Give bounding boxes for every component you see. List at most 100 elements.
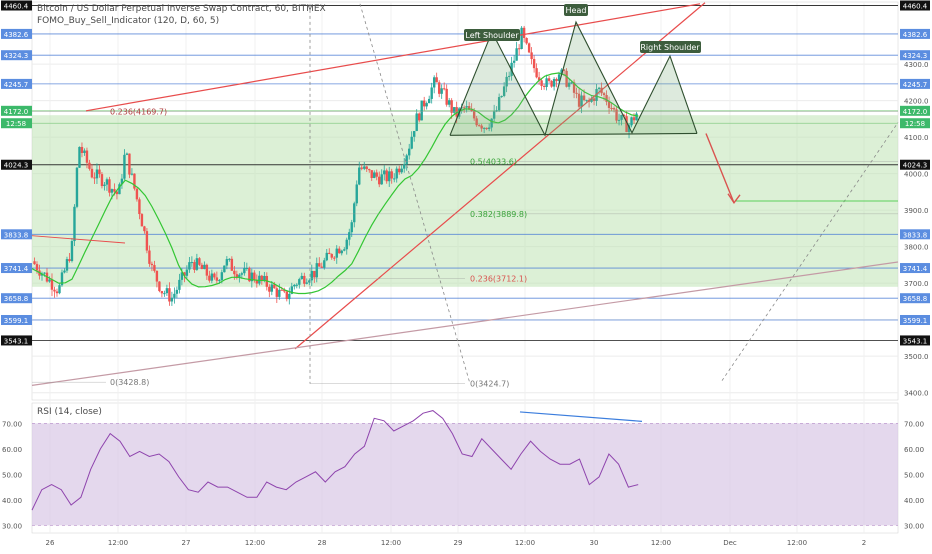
candle-body: [275, 288, 279, 297]
candle-body: [380, 174, 383, 185]
candle-body: [552, 78, 556, 87]
candle-body: [78, 146, 81, 168]
price-label-left: 4460.4: [4, 3, 29, 11]
candle-body: [585, 99, 588, 101]
price-label: 4460.4: [903, 3, 928, 11]
candle-body: [398, 168, 401, 173]
candle-body: [130, 173, 134, 175]
candle-body: [502, 86, 506, 96]
y-tick-label: 4200.0: [904, 98, 929, 106]
x-tick-label: 12:00: [108, 539, 128, 547]
candle-body: [360, 167, 363, 169]
candle-body: [238, 274, 241, 278]
candle-body: [328, 252, 331, 255]
candle-body: [572, 82, 576, 93]
candle-body: [250, 272, 254, 282]
price-label-bg: [900, 229, 930, 240]
price-label: 4024.3: [903, 162, 928, 170]
price-label: 3543.1: [903, 337, 928, 345]
candle-body: [113, 189, 116, 192]
candle-body: [350, 222, 353, 233]
candle-body: [408, 148, 411, 156]
candle-body: [532, 59, 536, 69]
candle-body: [43, 272, 46, 274]
price-label-left-bg: [1, 263, 32, 274]
candle-body: [218, 280, 221, 282]
candle-body: [395, 168, 398, 179]
price-label-left-bg: [1, 229, 32, 240]
candle-body: [203, 264, 206, 270]
drawings: [31, 2, 899, 386]
pattern-labels: Head Left Shoulder Right Shoulder: [464, 4, 701, 53]
candle-body: [55, 291, 59, 294]
candle-body: [330, 254, 333, 258]
candle-body: [358, 167, 361, 185]
candle-body: [555, 78, 558, 82]
right-shoulder-label: Right Shoulder: [640, 43, 700, 52]
x-tick-label: 30: [590, 539, 599, 547]
candle-body: [273, 284, 276, 289]
x-tick-label: Dec: [723, 539, 737, 547]
rsi-tick-label-left: 40.00: [2, 497, 22, 505]
price-label-left-bg: [1, 335, 32, 346]
indicator-label: FOMO_Buy_Sell_Indicator (120, D, 60, 5): [37, 16, 220, 26]
chart-title: Bitcoin / US Dollar Perpetual Inverse Sw…: [37, 4, 326, 14]
candle-body: [495, 110, 498, 112]
candle-body: [577, 93, 581, 107]
rsi-tick-label: 40.00: [904, 497, 924, 505]
candle-body: [185, 269, 189, 276]
candle-body: [35, 264, 39, 271]
candle-body: [418, 113, 421, 121]
candle-body: [405, 155, 408, 165]
candle-body: [345, 239, 348, 250]
candle-body: [487, 127, 491, 130]
candle-body: [547, 78, 551, 81]
candle-body: [58, 285, 61, 294]
candle-body: [190, 262, 194, 264]
candle-body: [368, 169, 371, 171]
candle-body: [525, 37, 528, 44]
x-tick-label: 12:00: [381, 539, 401, 547]
price-label-left-bg: [1, 159, 32, 170]
candle-body: [447, 100, 451, 105]
fib-labels: 0.236(4169.7) 0.5(4033.6) 0.382(3889.8) 0.2…: [110, 108, 527, 389]
candle-body: [255, 280, 259, 284]
candle-body: [253, 272, 256, 281]
candle-body: [480, 125, 483, 129]
candle-body: [560, 69, 563, 75]
candle-body: [125, 153, 129, 155]
rsi-tick-label: 30.00: [904, 522, 924, 530]
candle-body: [313, 270, 316, 278]
rsi-divergence-line: [519, 411, 643, 422]
candle-body: [610, 107, 613, 109]
fib-label: 0(3428.8): [110, 378, 149, 387]
candle-body: [318, 263, 321, 267]
candle-body: [470, 109, 473, 111]
candle-body: [440, 88, 443, 94]
candle-body: [110, 189, 114, 193]
candle-body: [208, 275, 211, 281]
rsi: [31, 410, 898, 526]
candle-body: [530, 52, 533, 60]
rsi-tick-label: 50.00: [904, 471, 924, 479]
head-label: Head: [566, 6, 587, 15]
candle-body: [48, 279, 51, 282]
candle-body: [155, 270, 159, 282]
candle-body: [545, 78, 548, 87]
candle-body: [145, 231, 149, 251]
candle-body: [243, 268, 246, 274]
price-label-bg: [900, 105, 930, 116]
candle-body: [575, 92, 578, 94]
candle-body: [183, 272, 186, 276]
price-label-bg: [900, 263, 930, 274]
candle-body: [263, 275, 266, 281]
rsi-tick-label-left: 60.00: [2, 446, 22, 454]
candle-body: [168, 288, 171, 302]
rsi-tick-label: 60.00: [904, 446, 924, 454]
x-tick-label: 12:00: [245, 539, 265, 547]
candle-body: [505, 76, 508, 87]
price-label-left: 12:58: [6, 120, 26, 128]
candle-body: [375, 172, 378, 177]
